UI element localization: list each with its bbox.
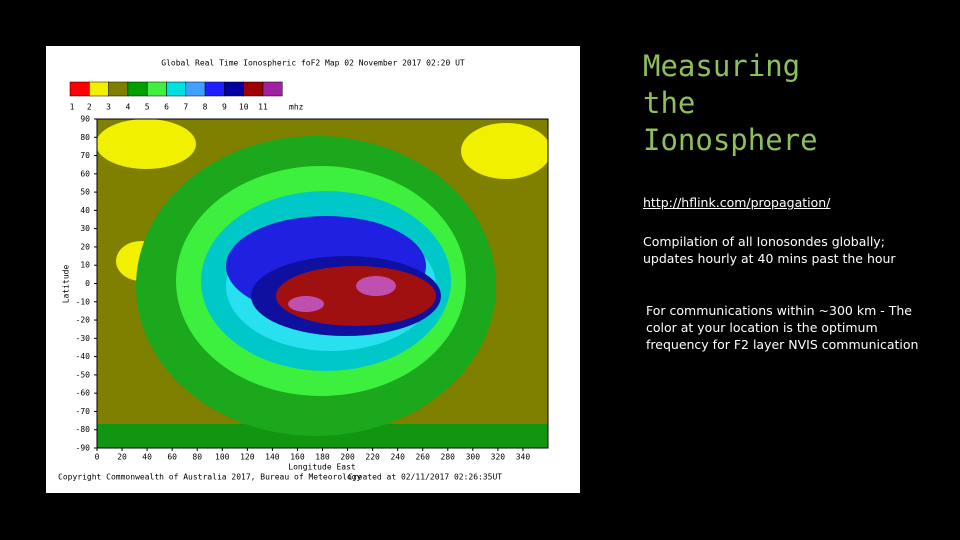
band-2mhz [97, 119, 196, 169]
y-tick-label: 70 [80, 151, 90, 160]
title-line: Measuring [643, 49, 801, 83]
y-tick-label: 0 [85, 279, 90, 288]
scale-swatch [185, 81, 206, 97]
x-tick-label: 20 [117, 453, 127, 462]
map-title: Global Real Time Ionospheric foF2 Map 02… [161, 59, 465, 68]
y-tick-label: 80 [80, 133, 90, 142]
scale-swatch [262, 81, 283, 97]
scale-label: 3 [106, 103, 111, 112]
scale-label: 9 [222, 103, 227, 112]
scale-label: 4 [125, 103, 130, 112]
y-tick-label: -90 [76, 444, 91, 453]
map-field [96, 118, 549, 449]
y-tick-label: -80 [76, 425, 91, 434]
x-tick-label: 60 [167, 453, 177, 462]
x-tick-label: 100 [215, 453, 230, 462]
x-tick-label: 180 [315, 453, 330, 462]
y-tick-label: 60 [80, 169, 90, 178]
slide-title: Measuring the Ionosphere [643, 48, 818, 159]
scale-swatch [127, 81, 148, 97]
scale-swatch [89, 81, 109, 97]
x-tick-label: 280 [441, 453, 456, 462]
ionosphere-map: Global Real Time Ionospheric foF2 Map 02… [46, 46, 580, 493]
scale-swatch [224, 81, 244, 97]
scale-label: 6 [164, 103, 169, 112]
scale-swatch [146, 81, 167, 97]
axes: 9080706050403020100-10-20-30-40-50-60-70… [76, 115, 531, 462]
y-tick-label: 30 [80, 224, 90, 233]
x-tick-label: 40 [142, 453, 152, 462]
x-tick-label: 300 [466, 453, 481, 462]
y-axis-label: Latitude [62, 265, 71, 304]
scale-label: 5 [145, 103, 150, 112]
x-tick-label: 120 [240, 453, 255, 462]
scale-label: 11 [258, 103, 268, 112]
x-tick-label: 260 [415, 453, 430, 462]
y-tick-label: 90 [80, 115, 90, 124]
y-tick-label: -20 [76, 316, 91, 325]
copyright: Copyright Commonwealth of Australia 2017… [58, 473, 362, 482]
scale-swatch [108, 81, 129, 97]
y-tick-label: -10 [76, 297, 91, 306]
y-tick-label: -50 [76, 370, 91, 379]
x-tick-label: 220 [365, 453, 380, 462]
scale-label: 10 [239, 103, 249, 112]
scale-unit: mhz [289, 103, 304, 112]
x-tick-label: 80 [192, 453, 202, 462]
title-line: Ionosphere [643, 123, 818, 157]
scale-swatch [166, 81, 187, 97]
x-tick-label: 0 [95, 453, 100, 462]
y-tick-label: -60 [76, 389, 91, 398]
scale-swatch [69, 81, 90, 97]
y-tick-label: -70 [76, 407, 91, 416]
x-tick-label: 200 [340, 453, 355, 462]
paragraph: For communications within ~300 km - The … [646, 303, 919, 352]
y-tick-label: -30 [76, 334, 91, 343]
band-2mhz [461, 123, 548, 179]
y-tick-label: -40 [76, 352, 91, 361]
x-tick-label: 320 [491, 453, 506, 462]
y-tick-label: 50 [80, 188, 90, 197]
x-axis-label: Longitude East [288, 463, 356, 472]
band-11mhz [356, 276, 396, 296]
band-11mhz [288, 296, 324, 312]
scale-label: 7 [183, 103, 188, 112]
y-tick-label: 10 [80, 261, 90, 270]
scale-label: 1 [70, 103, 75, 112]
scale-label: 2 [87, 103, 92, 112]
x-tick-label: 140 [265, 453, 280, 462]
scale-swatch [243, 81, 264, 97]
scale-label: 8 [203, 103, 208, 112]
scale-swatch [204, 81, 225, 97]
color-scale: 1 2 3 4 5 6 7 8 9 10 11 mhz [69, 81, 304, 112]
paragraph: Compilation of all Ionosondes globally; … [643, 234, 896, 266]
y-tick-label: 20 [80, 242, 90, 251]
x-tick-label: 240 [390, 453, 405, 462]
x-tick-label: 160 [290, 453, 305, 462]
title-line: the [643, 86, 696, 120]
link[interactable]: http://hflink.com/propagation/ [643, 195, 831, 210]
x-tick-label: 340 [516, 453, 531, 462]
created: Created at 02/11/2017 02:26:35UT [348, 473, 502, 482]
band-10mhz [276, 266, 436, 326]
y-tick-label: 40 [80, 206, 90, 215]
